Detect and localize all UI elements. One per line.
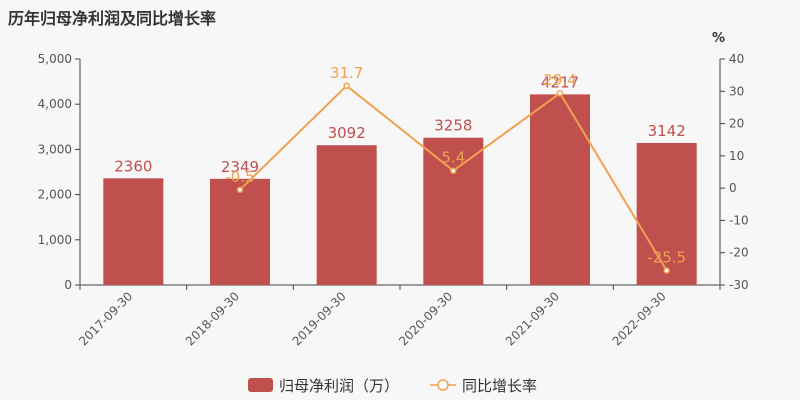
bar-data-label: 3258 xyxy=(434,117,472,135)
right-tick-label: -10 xyxy=(729,213,749,227)
bar[interactable] xyxy=(530,94,590,285)
growth-data-label: 5.4 xyxy=(441,149,465,167)
growth-point[interactable] xyxy=(450,167,457,174)
right-tick-label: -30 xyxy=(729,278,749,292)
right-tick-label: -20 xyxy=(729,246,749,260)
x-tick-label: 2018-09-30 xyxy=(183,289,242,348)
growth-point[interactable] xyxy=(236,186,244,194)
right-tick-label: 20 xyxy=(729,117,744,131)
bar[interactable] xyxy=(103,178,164,285)
x-tick-label: 2019-09-30 xyxy=(290,289,349,348)
x-tick-label: 2022-09-30 xyxy=(610,289,669,348)
growth-point[interactable] xyxy=(343,82,350,90)
growth-data-label: 31.7 xyxy=(330,64,363,82)
bar-data-label: 3092 xyxy=(328,124,366,142)
bar-series xyxy=(103,94,697,285)
legend-label-bar[interactable]: 归母净利润（万） xyxy=(279,377,399,395)
legend-swatch-marker[interactable] xyxy=(437,379,449,391)
growth-point[interactable] xyxy=(556,89,564,97)
growth-data-label: -25.5 xyxy=(647,248,686,266)
line-series: -0.5 31.7 5.4 29.4 -25.5 xyxy=(225,64,686,274)
axes: % xyxy=(79,31,725,286)
left-tick-label: 3,000 xyxy=(38,142,72,156)
bar-data-label: 4217 xyxy=(541,73,579,91)
bar-data-label: 2349 xyxy=(221,158,259,176)
growth-data-label: 29.4 xyxy=(543,71,576,89)
bar[interactable] xyxy=(636,142,697,285)
legend-label-line[interactable]: 同比增长率 xyxy=(462,377,537,395)
bar-data-label: 2360 xyxy=(114,157,152,175)
left-axis-ticks: 0 1,000 2,000 3,000 4,000 5,000 xyxy=(38,52,80,292)
right-axis-ticks: -30 -20 -10 0 10 20 30 40 xyxy=(720,52,749,292)
chart-title: 历年归母净利润及同比增长率 xyxy=(8,9,217,28)
legend-swatch-bar[interactable] xyxy=(248,378,273,392)
legend[interactable]: 归母净利润（万） 同比增长率 xyxy=(248,377,537,395)
x-tick-label: 2021-09-30 xyxy=(503,289,562,348)
right-tick-label: 30 xyxy=(729,84,744,98)
left-tick-label: 4,000 xyxy=(38,97,72,111)
right-tick-label: 10 xyxy=(729,149,744,163)
right-tick-label: 40 xyxy=(729,52,744,66)
x-tick-label: 2017-09-30 xyxy=(76,289,135,348)
left-tick-label: 1,000 xyxy=(38,233,72,247)
left-tick-label: 5,000 xyxy=(38,52,72,66)
right-axis-unit: % xyxy=(712,31,725,46)
bar[interactable] xyxy=(210,178,270,285)
bar-data-labels: 2360 2349 3092 3258 4217 3142 xyxy=(114,73,686,175)
growth-point[interactable] xyxy=(663,267,670,274)
right-tick-label: 0 xyxy=(729,181,737,195)
growth-data-label: -0.5 xyxy=(225,168,254,186)
bar-data-label: 3142 xyxy=(648,122,686,140)
left-tick-label: 2,000 xyxy=(38,188,72,202)
bar[interactable] xyxy=(316,145,377,285)
bar[interactable] xyxy=(423,137,484,285)
x-axis-ticks: 2017-09-30 2018-09-30 2019-09-30 2020-09-30… xyxy=(76,285,721,348)
x-tick-label: 2020-09-30 xyxy=(396,289,455,348)
left-tick-label: 0 xyxy=(64,278,72,292)
